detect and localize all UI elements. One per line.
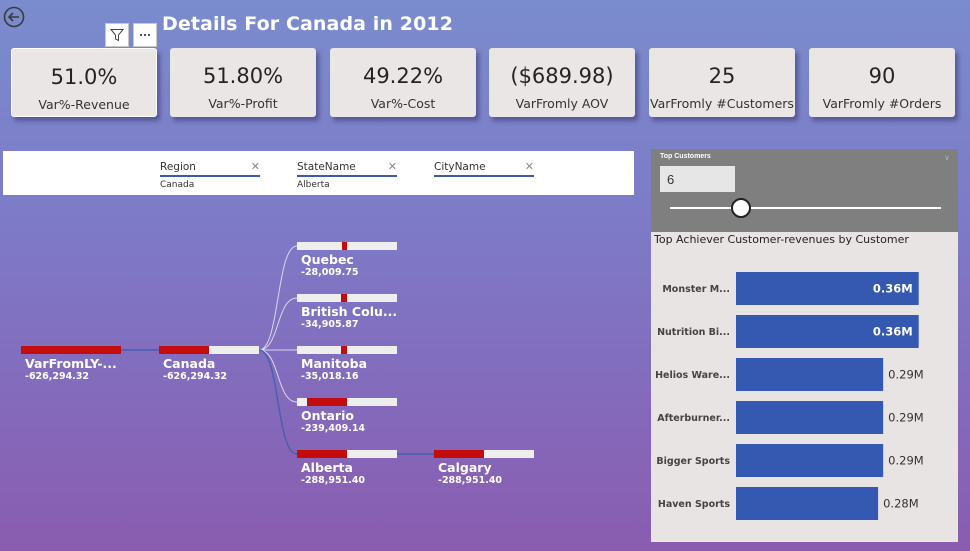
kpi-card-revenue[interactable]: 51.0% Var%-Revenue: [11, 48, 157, 117]
chart-title: Top Achiever Customer-revenues by Custom…: [654, 233, 909, 246]
node-bar: [434, 450, 534, 458]
data-label: 0.28M: [883, 497, 919, 511]
bar[interactable]: [736, 444, 884, 477]
kpi-card-customers[interactable]: 25 VarFromly #Customers: [649, 48, 795, 117]
back-arrow-icon[interactable]: [3, 6, 25, 28]
slicer-title: Top Customers: [660, 153, 711, 160]
node-value: -28,009.75: [301, 267, 359, 278]
kpi-card-aov[interactable]: ($689.98) VarFromly AOV: [489, 48, 635, 117]
filter-region[interactable]: Region ✕ Canada: [160, 161, 260, 190]
slider-track[interactable]: [670, 207, 941, 209]
bar[interactable]: [736, 315, 919, 348]
chart-canvas: Monster M... 0.36M Nutrition Bi... 0.36M Hel…: [655, 272, 924, 520]
node-label: VarFromLY-...: [25, 356, 117, 371]
filter-value: Canada: [160, 180, 195, 190]
filter-statename[interactable]: StateName ✕ Alberta: [297, 161, 397, 190]
node-label: Ontario: [301, 408, 354, 423]
filter-icon[interactable]: [105, 23, 129, 47]
kpi-value: 90: [868, 64, 896, 88]
tree-connectors: [121, 245, 434, 455]
kpi-value: ($689.98): [510, 64, 614, 88]
category-label: Helios Ware...: [655, 370, 730, 381]
kpi-label: VarFromly #Customers: [650, 96, 794, 111]
node-value: -288,951.40: [438, 475, 503, 486]
page-title: Details For Canada in 2012: [162, 13, 454, 35]
kpi-label: VarFromly AOV: [515, 96, 609, 111]
node-value: -626,294.32: [163, 371, 228, 382]
node-value: -239,409.14: [301, 423, 366, 434]
node-value: -34,905.87: [301, 319, 359, 330]
more-options-icon[interactable]: [133, 23, 157, 47]
kpi-value: 51.80%: [202, 64, 284, 88]
slider-handle[interactable]: [731, 198, 751, 218]
node-value: -288,951.40: [301, 475, 366, 486]
node-label: British Colu...: [301, 304, 398, 319]
drill-filter-bar: Region ✕ Canada StateName ✕ Alberta City…: [3, 151, 634, 195]
chevron-down-icon[interactable]: ∨: [944, 153, 950, 162]
kpi-value: 51.0%: [50, 65, 118, 89]
category-label: Afterburner...: [657, 413, 730, 424]
filter-name: Region: [160, 161, 260, 177]
bar[interactable]: [736, 401, 884, 434]
node-bar: [21, 346, 121, 354]
clear-filter-icon[interactable]: ✕: [250, 161, 260, 173]
top-customers-slicer: Top Customers ∨: [651, 149, 958, 232]
kpi-card-profit[interactable]: 51.80% Var%-Profit: [170, 48, 316, 117]
kpi-card-orders[interactable]: 90 VarFromly #Orders: [809, 48, 955, 117]
filter-name: CityName: [434, 161, 534, 177]
kpi-label: Var%-Profit: [208, 96, 278, 111]
kpi-value: 49.22%: [362, 64, 444, 88]
node-label: Canada: [163, 356, 216, 371]
node-value: -626,294.32: [25, 371, 90, 382]
kpi-label: VarFromly #Orders: [822, 96, 942, 111]
node-bar: [297, 450, 397, 458]
node-label: Calgary: [438, 460, 492, 475]
kpi-card-cost[interactable]: 49.22% Var%-Cost: [330, 48, 476, 117]
clear-filter-icon[interactable]: ✕: [387, 161, 397, 173]
data-label: 0.36M: [873, 282, 913, 296]
bar[interactable]: [736, 272, 919, 305]
node-bar: [297, 346, 397, 354]
data-label: 0.36M: [873, 325, 913, 339]
top-customers-chart: Top Achiever Customer-revenues by Custom…: [651, 232, 958, 542]
category-label: Haven Sports: [658, 499, 730, 510]
clear-filter-icon[interactable]: ✕: [524, 161, 534, 173]
node-bar: [297, 294, 397, 302]
filter-value: Alberta: [297, 180, 330, 190]
node-bar: [297, 398, 397, 406]
category-label: Bigger Sports: [656, 456, 730, 467]
node-bar: [159, 346, 259, 354]
node-label: Alberta: [301, 460, 353, 475]
filter-name: StateName: [297, 161, 397, 177]
filter-cityname[interactable]: CityName ✕: [434, 161, 534, 189]
node-bar: [297, 242, 397, 250]
kpi-label: Var%-Revenue: [38, 97, 130, 112]
node-value: -35,018.16: [301, 371, 359, 382]
category-label: Monster M...: [662, 284, 730, 295]
data-label: 0.29M: [888, 454, 924, 468]
data-label: 0.29M: [888, 368, 924, 382]
data-label: 0.29M: [888, 411, 924, 425]
category-label: Nutrition Bi...: [657, 327, 730, 338]
bar[interactable]: [736, 358, 884, 391]
bar[interactable]: [736, 487, 879, 520]
node-label: Manitoba: [301, 356, 368, 371]
node-label: Quebec: [301, 252, 354, 267]
kpi-value: 25: [708, 64, 736, 88]
decomposition-tree: VarFromLY-... -626,294.32 Canada -626,29…: [0, 220, 640, 520]
top-customers-input[interactable]: [660, 166, 735, 192]
kpi-label: Var%-Cost: [370, 96, 436, 111]
